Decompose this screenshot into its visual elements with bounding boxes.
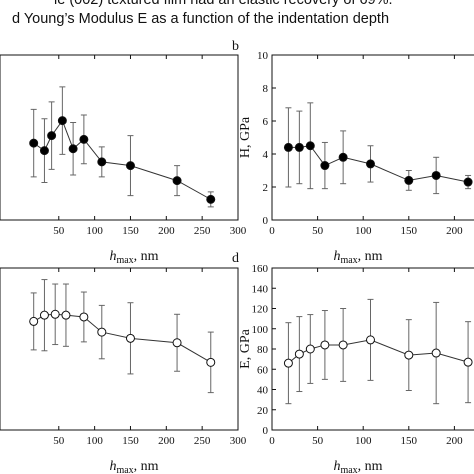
- panel-b-data-point: [365, 159, 375, 169]
- panel-d-ytick-label: 0: [263, 425, 269, 437]
- panel-d-ytick-label: 40: [257, 385, 269, 397]
- panel-a-xtick-label: 250: [194, 225, 211, 237]
- panel-b-data-point: [431, 170, 441, 180]
- caption-line-2: d Young’s Modulus E as a function of the…: [12, 11, 390, 27]
- panel-b-xtick-label: 0: [269, 225, 275, 237]
- panel-b-frame: [271, 54, 474, 221]
- panel-b-data-point: [338, 152, 348, 162]
- panel-a-xtick-label: 100: [86, 225, 103, 237]
- panel-b-series-line: [288, 145, 469, 183]
- panel-a-frame: [0, 54, 239, 221]
- panel-d-series-line: [288, 339, 469, 364]
- panel-c-data-point: [172, 338, 182, 348]
- panel-a-data-point: [29, 138, 39, 148]
- panel-d-xtick-label: 200: [446, 435, 463, 447]
- panel-b-ylabel: H, GPa: [238, 116, 253, 158]
- panel-c-data-point: [50, 309, 60, 319]
- panel-b-xlabel: hmax, nm: [333, 249, 382, 266]
- panel-b-ytick-label: 10: [257, 50, 269, 62]
- panel-d-data-point: [431, 348, 441, 358]
- panel-c-data-point: [125, 333, 135, 343]
- panel-d-xlabel: hmax, nm: [333, 459, 382, 474]
- panel-d-data-point: [404, 350, 414, 360]
- panel-d-ytick-label: 120: [252, 304, 269, 316]
- panel-b-data-point: [320, 161, 330, 171]
- panel-d-data-point: [338, 340, 348, 350]
- panel-a-data-point: [125, 161, 135, 171]
- panel-c-frame: [0, 267, 239, 431]
- panel-b-ytick-label: 2: [263, 182, 269, 194]
- panel-c-data-point: [97, 327, 107, 337]
- panel-c-data-point: [61, 310, 71, 320]
- panel-b-data-point: [305, 141, 315, 151]
- panel-d-data-point: [305, 344, 315, 354]
- panel-c-data-point: [39, 310, 49, 320]
- panel-d-xtick-label: 50: [312, 435, 324, 447]
- panel-d-data-point: [463, 357, 473, 367]
- panel-d-xtick-label: 0: [269, 435, 275, 447]
- panel-c-series-line: [33, 313, 212, 363]
- panel-d-ytick-label: 160: [252, 263, 269, 275]
- panel-d-ytick-label: 20: [257, 405, 269, 417]
- panel-b-data-point: [283, 142, 293, 152]
- panel-a-xtick-label: 50: [53, 225, 65, 237]
- panel-a-series-line: [33, 119, 212, 200]
- panel-b-data-point: [404, 175, 414, 185]
- panel-c-chart: 50 100 150 200 250 300 hmax, nm d: [0, 251, 247, 474]
- panel-a-xtick-label: 150: [122, 225, 139, 237]
- panel-c-xtick-label: 100: [86, 435, 103, 447]
- panel-d-xtick-label: 100: [355, 435, 372, 447]
- panel-d-chart: 0 50 100 150 200 hmax, nm 0 20 40 60 80 100 120 140 16…: [238, 263, 474, 474]
- panel-b-xtick-label: 200: [446, 225, 463, 237]
- caption-line-1: le (002) textured film had an elastic re…: [54, 0, 393, 8]
- panel-d-data-point: [283, 358, 293, 368]
- panel-a-data-point: [39, 146, 49, 156]
- panel-c-xtick-label: 150: [122, 435, 139, 447]
- panel-a-xtick-label: 200: [158, 225, 175, 237]
- panel-a-xlabel: hmax, nm: [109, 249, 158, 266]
- panel-a-data-point: [57, 116, 67, 126]
- panel-a-data-point: [206, 194, 216, 204]
- panel-a-data-point: [172, 176, 182, 186]
- panel-c-xtick-label: 200: [158, 435, 175, 447]
- panel-b-ytick-label: 0: [263, 215, 269, 227]
- panel-c-xtick-label: 250: [194, 435, 211, 447]
- panel-a-data-point: [47, 131, 57, 141]
- panel-b-chart: 0 50 100 150 200 hmax, nm 0 2 4 6 8 10 H, GPa b: [232, 39, 474, 266]
- panel-b-xtick-label: 50: [312, 225, 324, 237]
- panel-a-data-point: [97, 157, 107, 167]
- panel-d-ytick-label: 80: [257, 344, 269, 356]
- panel-c-data-point: [79, 312, 89, 322]
- panel-b-data-point: [294, 142, 304, 152]
- panel-a-data-point: [68, 144, 78, 154]
- panel-d-data-point: [320, 340, 330, 350]
- panel-d-ytick-label: 60: [257, 364, 269, 376]
- panel-a-chart: 50 100 150 200 250 300 hmax, nm: [0, 54, 247, 266]
- panel-b-ytick-label: 8: [263, 83, 269, 95]
- panel-d-data-point: [365, 335, 375, 345]
- panel-d-ytick-label: 100: [252, 324, 269, 336]
- panel-letter-d: d: [232, 251, 239, 266]
- panel-b-xtick-label: 100: [355, 225, 372, 237]
- panel-d-ylabel: E, GPa: [238, 328, 253, 368]
- panel-letter-b: b: [232, 39, 239, 54]
- panel-d-ytick-label: 140: [252, 283, 269, 295]
- panel-d-frame: [271, 267, 474, 431]
- panel-a-data-point: [79, 134, 89, 144]
- panel-c-xlabel: hmax, nm: [109, 459, 158, 474]
- panel-c-xtick-label: 50: [53, 435, 65, 447]
- panel-b-xtick-label: 150: [401, 225, 418, 237]
- panel-c-xtick-label: 300: [230, 435, 247, 447]
- panel-b-ytick-label: 6: [263, 116, 269, 128]
- panel-c-data-point: [29, 316, 39, 326]
- panel-d-xtick-label: 150: [401, 435, 418, 447]
- panel-d-data-point: [294, 349, 304, 359]
- panel-a-xtick-label: 300: [230, 225, 247, 237]
- panel-b-data-point: [463, 177, 473, 187]
- panel-c-data-point: [206, 357, 216, 367]
- panel-b-ytick-label: 4: [263, 149, 269, 161]
